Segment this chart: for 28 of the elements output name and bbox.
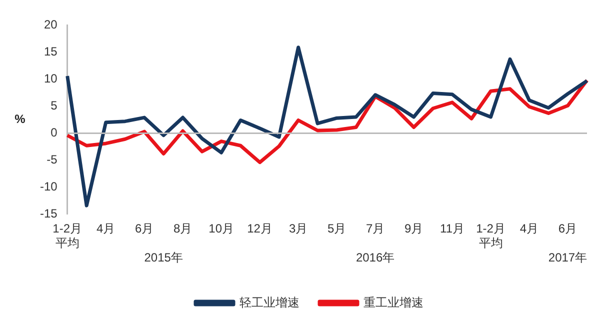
text: 2016年 — [356, 250, 395, 265]
x-tick-label: 6月 — [134, 222, 154, 236]
y-tick-label: 10 — [44, 72, 58, 86]
x-tick-label: 1-2月平均 — [476, 222, 506, 250]
text: 2017年 — [548, 250, 588, 265]
x-tick-label: 4月 — [520, 222, 539, 236]
y-tick-label: -15 — [40, 206, 58, 221]
x-tick-label: 1-2月平均 — [52, 222, 82, 250]
x-tick-label: 9月 — [404, 222, 424, 236]
y-tick-label: -5 — [46, 152, 58, 167]
x-tick-label: 3月 — [288, 222, 308, 236]
y-tick-label: 0 — [50, 126, 58, 140]
x-tick-label: 7月 — [366, 222, 385, 236]
x-tick-label: 11月 — [440, 222, 465, 236]
y-axis-title: % — [14, 112, 26, 126]
y-tick-label: -10 — [40, 180, 58, 194]
x-tick-label: 5月 — [327, 222, 346, 236]
y-tick-label: 5 — [50, 98, 58, 113]
text: 2015年 — [144, 250, 183, 265]
x-tick-label: 10月 — [208, 222, 234, 236]
x-tick-label: 6月 — [558, 222, 578, 236]
legend-label: 轻工业增速 — [240, 295, 300, 310]
y-tick-label: 20 — [44, 18, 58, 32]
x-tick-label: 12月 — [247, 222, 272, 236]
y-tick-label: 15 — [44, 44, 58, 59]
x-tick-label: 4月 — [96, 222, 116, 236]
legend-label: 重工业增速 — [364, 295, 424, 310]
x-tick-label: 8月 — [173, 222, 192, 236]
